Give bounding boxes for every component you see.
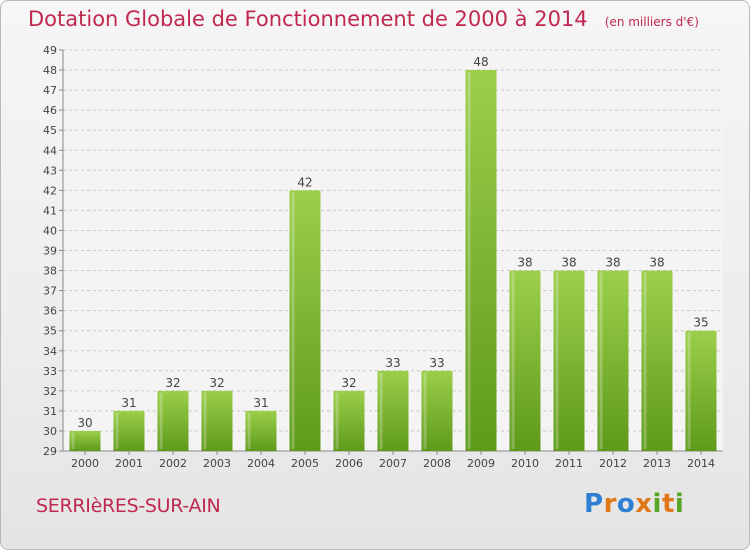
- bar-highlight: [379, 372, 383, 449]
- y-tick-label: 31: [43, 405, 57, 418]
- y-tick-label: 30: [43, 425, 57, 438]
- y-tick-label: 43: [43, 164, 57, 177]
- chart-title: Dotation Globale de Fonctionnement de 20…: [28, 7, 588, 31]
- bar-value-label: 38: [649, 256, 664, 270]
- y-tick-label: 35: [43, 325, 57, 338]
- bar-value-label: 35: [693, 316, 708, 330]
- logo-letter: x: [635, 489, 653, 519]
- bar: [113, 410, 145, 451]
- bar-highlight: [115, 412, 119, 449]
- y-tick-label: 34: [43, 345, 57, 358]
- logo-letter: o: [616, 489, 636, 519]
- bar-highlight: [599, 272, 603, 449]
- x-tick-label: 2011: [555, 457, 583, 470]
- bar-highlight: [335, 392, 339, 449]
- y-tick-label: 49: [43, 44, 57, 57]
- bar-highlight: [159, 392, 163, 449]
- bar-value-label: 38: [517, 256, 532, 270]
- bar-highlight: [643, 272, 647, 449]
- bar: [465, 70, 497, 452]
- x-tick-label: 2004: [247, 457, 275, 470]
- bar-highlight: [511, 272, 515, 449]
- bar-highlight: [247, 412, 251, 449]
- bar: [157, 390, 189, 451]
- x-tick-label: 2009: [467, 457, 495, 470]
- y-tick-label: 37: [43, 285, 57, 298]
- chart-unit-note: (en milliers d'€): [604, 15, 699, 29]
- logo-letter: t: [661, 489, 675, 519]
- x-tick-label: 2005: [291, 457, 319, 470]
- bar-value-label: 33: [385, 356, 400, 370]
- y-tick-label: 41: [43, 204, 57, 217]
- y-tick-label: 44: [43, 144, 57, 157]
- y-tick-label: 36: [43, 305, 57, 318]
- y-tick-label: 46: [43, 104, 57, 117]
- bar: [333, 390, 365, 451]
- y-tick-label: 47: [43, 84, 57, 97]
- x-tick-label: 2013: [643, 457, 671, 470]
- bar: [201, 390, 233, 451]
- bar: [377, 370, 409, 451]
- bar-value-label: 38: [561, 256, 576, 270]
- y-tick-label: 48: [43, 64, 57, 77]
- bar-value-label: 32: [209, 376, 224, 390]
- bar-value-label: 42: [297, 175, 312, 189]
- bar-value-label: 31: [253, 396, 268, 410]
- x-tick-label: 2001: [115, 457, 143, 470]
- bar-value-label: 38: [605, 256, 620, 270]
- bar: [69, 430, 101, 451]
- bar: [245, 410, 277, 451]
- x-tick-label: 2007: [379, 457, 407, 470]
- bar-highlight: [687, 332, 691, 449]
- bar-value-label: 33: [429, 356, 444, 370]
- y-tick-label: 39: [43, 245, 57, 258]
- y-tick-label: 40: [43, 224, 57, 237]
- bar: [421, 370, 453, 451]
- bar: [685, 330, 717, 451]
- y-tick-label: 32: [43, 385, 57, 398]
- x-tick-label: 2003: [203, 457, 231, 470]
- bar-highlight: [71, 432, 75, 449]
- logo-letter: i: [674, 489, 685, 519]
- bar-value-label: 31: [121, 396, 136, 410]
- bar-highlight: [203, 392, 207, 449]
- x-tick-label: 2006: [335, 457, 363, 470]
- logo-letter: i: [652, 489, 662, 519]
- x-tick-label: 2014: [687, 457, 715, 470]
- bar: [597, 270, 629, 451]
- x-tick-label: 2002: [159, 457, 187, 470]
- bar-highlight: [291, 192, 295, 449]
- chart-title-row: Dotation Globale de Fonctionnement de 20…: [28, 7, 699, 31]
- bar-value-label: 30: [77, 416, 92, 430]
- bar-highlight: [555, 272, 559, 449]
- bar: [553, 270, 585, 451]
- y-tick-label: 29: [43, 445, 57, 458]
- x-tick-label: 2010: [511, 457, 539, 470]
- logo-letter: r: [603, 489, 617, 519]
- y-tick-label: 45: [43, 124, 57, 137]
- y-tick-label: 33: [43, 365, 57, 378]
- x-tick-label: 2008: [423, 457, 451, 470]
- x-tick-label: 2000: [71, 457, 99, 470]
- bar-highlight: [467, 72, 471, 450]
- y-tick-label: 42: [43, 184, 57, 197]
- y-tick-label: 38: [43, 265, 57, 278]
- bar: [289, 190, 321, 451]
- bar-highlight: [423, 372, 427, 449]
- bar: [641, 270, 673, 451]
- commune-name: SERRIèRES-SUR-AIN: [36, 495, 221, 517]
- bar-value-label: 32: [341, 376, 356, 390]
- bar-value-label: 48: [473, 55, 488, 69]
- logo-letter: P: [584, 489, 604, 519]
- x-tick-label: 2012: [599, 457, 627, 470]
- proxiti-logo: Proxiti: [584, 489, 684, 519]
- bar-value-label: 32: [165, 376, 180, 390]
- bar: [509, 270, 541, 451]
